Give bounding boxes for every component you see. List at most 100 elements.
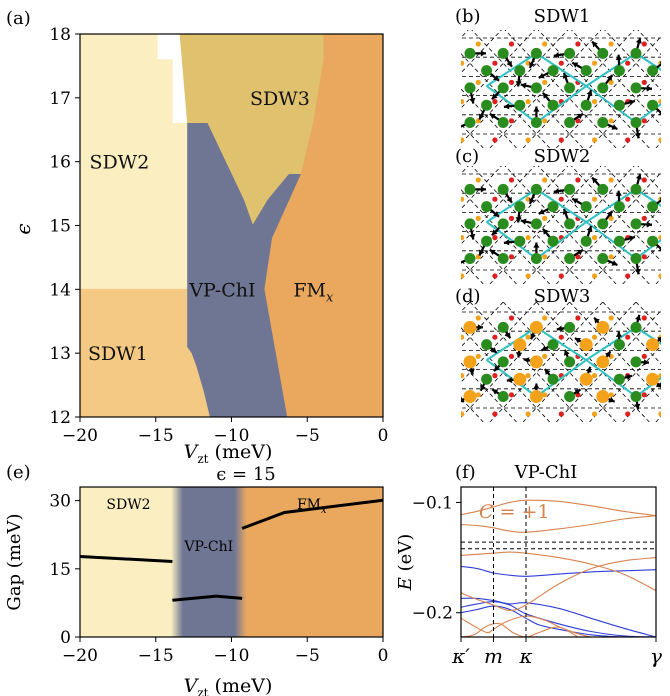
x-tick-label: −20 bbox=[62, 426, 98, 446]
site-dot bbox=[443, 118, 448, 123]
magnetic-site bbox=[464, 321, 477, 334]
magnetic-site bbox=[564, 218, 575, 229]
magnetic-site bbox=[548, 236, 559, 247]
site-dot bbox=[526, 273, 531, 278]
blue-band bbox=[461, 606, 656, 637]
site-dot bbox=[542, 177, 547, 182]
panel-label-d: (d) bbox=[455, 286, 481, 307]
x-tick-label: κ bbox=[518, 644, 532, 668]
magnetic-site bbox=[564, 322, 575, 333]
site-dot bbox=[575, 315, 580, 320]
band-structure: κ′ m κ γ −0.2 −0.1 (f) VP-ChI C = +1 E (eV) bbox=[395, 462, 662, 668]
site-dot bbox=[459, 197, 464, 202]
magnetic-site bbox=[531, 253, 542, 264]
diagram-title-d: SDW3 bbox=[534, 286, 591, 307]
magnetic-site bbox=[514, 100, 525, 111]
site-dot bbox=[476, 354, 481, 359]
magnetic-site bbox=[564, 391, 575, 402]
magnetic-site bbox=[564, 253, 575, 264]
site-dot bbox=[559, 411, 564, 416]
arrow-head bbox=[478, 324, 483, 330]
magnetic-site bbox=[564, 82, 575, 93]
magnetic-site bbox=[514, 201, 525, 212]
magnetic-site bbox=[631, 82, 642, 93]
magnetic-site bbox=[581, 201, 592, 212]
y-tick-label: 18 bbox=[49, 25, 71, 45]
lattice-line bbox=[656, 302, 670, 422]
site-dot bbox=[509, 254, 514, 259]
magnetic-site bbox=[646, 338, 659, 351]
arrow-head bbox=[481, 186, 486, 192]
site-dot bbox=[476, 177, 481, 182]
magnetic-site bbox=[647, 100, 658, 111]
site-dot bbox=[642, 254, 647, 259]
lattice-line bbox=[390, 302, 503, 422]
site-dot bbox=[509, 216, 514, 221]
magnetic-site bbox=[564, 117, 575, 128]
x-tick-label: −10 bbox=[214, 646, 250, 666]
x-tick-label: m bbox=[484, 644, 503, 668]
site-dot bbox=[625, 335, 630, 340]
y-tick-label: 30 bbox=[49, 492, 71, 512]
magnetic-site bbox=[513, 338, 526, 351]
site-dot bbox=[658, 411, 663, 416]
y-tick-label: 0 bbox=[60, 628, 71, 648]
magnetic-site bbox=[498, 253, 509, 264]
phase-diagram: SDW3 SDW2 VP-ChI FMx SDW1 −20 −15 −10 −5 0 12 13 14… bbox=[6, 8, 388, 466]
magnetic-site bbox=[481, 65, 492, 76]
magnetic-site bbox=[581, 236, 592, 247]
site-dot bbox=[443, 315, 448, 320]
magnetic-site bbox=[481, 201, 492, 212]
y-tick-label: 13 bbox=[49, 344, 71, 364]
magnetic-site bbox=[581, 100, 592, 111]
magnetic-site bbox=[614, 339, 625, 350]
x-tick-label: −20 bbox=[62, 646, 98, 666]
arrow-head bbox=[516, 217, 522, 222]
y-tick-label: 17 bbox=[49, 89, 71, 109]
region-label: VP-ChI bbox=[188, 279, 255, 301]
site-dot bbox=[542, 118, 547, 123]
panel-label-f: (f) bbox=[455, 462, 476, 483]
y-axis-label-a: ϵ bbox=[11, 223, 35, 234]
magnetic-site bbox=[464, 355, 477, 368]
site-dot bbox=[658, 137, 663, 142]
diagram-title-b: SDW1 bbox=[534, 6, 591, 27]
site-dot bbox=[492, 197, 497, 202]
site-dot bbox=[492, 235, 497, 240]
site-dot bbox=[609, 118, 614, 123]
magnetic-site bbox=[530, 321, 543, 334]
site-dot bbox=[642, 177, 647, 182]
site-dot bbox=[642, 315, 647, 320]
magnetic-site bbox=[631, 356, 642, 367]
magnetic-site bbox=[631, 322, 642, 333]
site-dot bbox=[625, 197, 630, 202]
arrow-head bbox=[455, 124, 461, 130]
magnetic-site bbox=[596, 355, 609, 368]
lattice-line bbox=[656, 28, 670, 148]
magnetic-site bbox=[631, 48, 642, 59]
magnetic-site bbox=[597, 184, 608, 195]
band-label: VP-ChI bbox=[183, 539, 233, 555]
panel-label-e: (e) bbox=[6, 462, 31, 483]
site-dot bbox=[559, 137, 564, 142]
magnetic-site bbox=[498, 356, 509, 367]
site-dot bbox=[526, 411, 531, 416]
y-tick-label: −0.2 bbox=[412, 604, 453, 624]
site-dot bbox=[459, 335, 464, 340]
magnetic-site bbox=[465, 48, 476, 59]
site-dot bbox=[592, 373, 597, 378]
magnetic-site bbox=[530, 390, 543, 403]
arrow-head bbox=[481, 50, 486, 56]
magnetic-site bbox=[530, 355, 543, 368]
arrow-head bbox=[504, 103, 509, 109]
magnetic-site bbox=[597, 82, 608, 93]
lattice-line bbox=[390, 164, 503, 284]
y-tick-label: −0.1 bbox=[412, 493, 453, 513]
site-dot bbox=[609, 41, 614, 46]
panel-label-b: (b) bbox=[455, 6, 481, 27]
magnetic-site bbox=[631, 391, 642, 402]
magnetic-site bbox=[498, 117, 509, 128]
magnetic-site bbox=[564, 356, 575, 367]
site-dot bbox=[492, 61, 497, 66]
band-label: SDW2 bbox=[106, 497, 150, 513]
